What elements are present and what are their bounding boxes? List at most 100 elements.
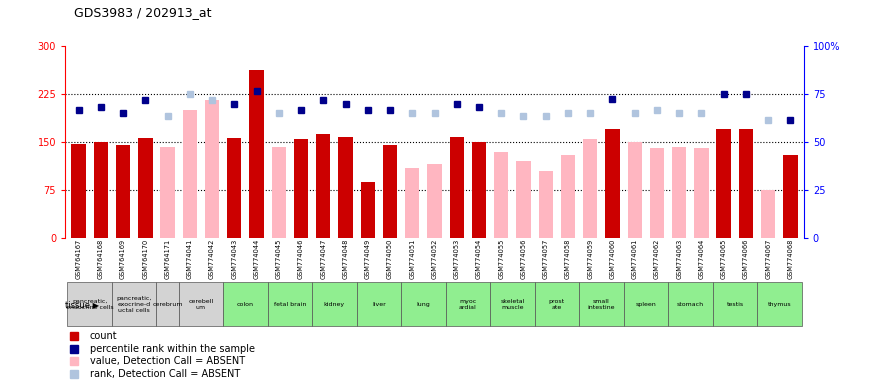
Bar: [783, 155, 798, 238]
Bar: [94, 142, 108, 238]
Bar: [650, 149, 664, 238]
Text: GSM774043: GSM774043: [231, 239, 237, 279]
Text: GSM774065: GSM774065: [720, 239, 726, 279]
FancyBboxPatch shape: [668, 282, 713, 326]
FancyBboxPatch shape: [179, 282, 223, 326]
Text: GSM774054: GSM774054: [476, 239, 482, 279]
Text: GSM774048: GSM774048: [342, 239, 348, 279]
Bar: [338, 137, 353, 238]
FancyBboxPatch shape: [356, 282, 401, 326]
Bar: [672, 147, 687, 238]
Text: GSM774062: GSM774062: [654, 239, 660, 279]
Text: skeletal
muscle: skeletal muscle: [501, 299, 525, 310]
Text: GSM764168: GSM764168: [98, 239, 103, 279]
Bar: [561, 155, 575, 238]
Bar: [428, 164, 441, 238]
FancyBboxPatch shape: [490, 282, 534, 326]
Text: cerebell
um: cerebell um: [189, 299, 214, 310]
Text: GSM774052: GSM774052: [432, 239, 437, 279]
FancyBboxPatch shape: [68, 282, 112, 326]
Text: count: count: [90, 331, 117, 341]
Text: GSM774055: GSM774055: [498, 239, 504, 279]
Text: GSM774063: GSM774063: [676, 239, 682, 279]
Text: thymus: thymus: [767, 302, 791, 307]
Text: GSM774053: GSM774053: [454, 239, 460, 279]
Text: GSM774061: GSM774061: [632, 239, 638, 279]
Text: GSM774060: GSM774060: [609, 239, 615, 279]
FancyBboxPatch shape: [312, 282, 356, 326]
Text: lung: lung: [416, 302, 430, 307]
Text: colon: colon: [237, 302, 254, 307]
Text: percentile rank within the sample: percentile rank within the sample: [90, 344, 255, 354]
Text: fetal brain: fetal brain: [274, 302, 306, 307]
FancyBboxPatch shape: [156, 282, 179, 326]
Bar: [405, 168, 420, 238]
Bar: [449, 137, 464, 238]
Bar: [583, 139, 598, 238]
Bar: [160, 147, 175, 238]
Bar: [739, 129, 753, 238]
Bar: [605, 129, 620, 238]
Text: GSM774046: GSM774046: [298, 239, 304, 279]
Bar: [294, 139, 308, 238]
Bar: [494, 152, 508, 238]
Text: prost
ate: prost ate: [549, 299, 565, 310]
Text: pancreatic,
exocrine-d
uctal cells: pancreatic, exocrine-d uctal cells: [116, 296, 152, 313]
FancyBboxPatch shape: [446, 282, 490, 326]
Bar: [694, 149, 709, 238]
Bar: [717, 129, 731, 238]
Text: GSM764171: GSM764171: [164, 239, 170, 279]
Text: GSM774057: GSM774057: [543, 239, 548, 279]
Text: GSM774066: GSM774066: [743, 239, 749, 279]
Text: value, Detection Call = ABSENT: value, Detection Call = ABSENT: [90, 356, 245, 366]
Bar: [627, 142, 642, 238]
Text: GSM774058: GSM774058: [565, 239, 571, 279]
FancyBboxPatch shape: [579, 282, 624, 326]
Bar: [472, 142, 487, 238]
FancyBboxPatch shape: [112, 282, 156, 326]
FancyBboxPatch shape: [534, 282, 579, 326]
Text: kidney: kidney: [324, 302, 345, 307]
Text: GSM774067: GSM774067: [766, 239, 771, 279]
Bar: [271, 147, 286, 238]
FancyBboxPatch shape: [401, 282, 446, 326]
Text: GSM774050: GSM774050: [387, 239, 393, 279]
FancyBboxPatch shape: [624, 282, 668, 326]
Text: GSM764167: GSM764167: [76, 239, 82, 279]
Text: spleen: spleen: [635, 302, 656, 307]
Text: pancreatic,
endocrine cells: pancreatic, endocrine cells: [66, 299, 114, 310]
Text: GDS3983 / 202913_at: GDS3983 / 202913_at: [74, 6, 211, 19]
FancyBboxPatch shape: [223, 282, 268, 326]
Bar: [116, 145, 130, 238]
Bar: [382, 145, 397, 238]
Text: GSM764170: GSM764170: [143, 239, 149, 279]
Text: testis: testis: [726, 302, 743, 307]
Text: GSM774041: GSM774041: [187, 239, 193, 279]
Text: liver: liver: [372, 302, 386, 307]
Bar: [539, 171, 553, 238]
Text: stomach: stomach: [677, 302, 704, 307]
FancyBboxPatch shape: [713, 282, 757, 326]
Text: GSM774056: GSM774056: [521, 239, 527, 279]
Bar: [761, 190, 775, 238]
Bar: [71, 144, 86, 238]
Text: GSM774042: GSM774042: [209, 239, 215, 279]
Text: GSM774064: GSM774064: [699, 239, 705, 279]
Text: cerebrum: cerebrum: [152, 302, 182, 307]
Text: GSM774049: GSM774049: [365, 239, 371, 279]
Text: GSM774068: GSM774068: [787, 239, 793, 279]
Bar: [205, 101, 219, 238]
Bar: [138, 137, 152, 238]
Bar: [516, 161, 531, 238]
Text: rank, Detection Call = ABSENT: rank, Detection Call = ABSENT: [90, 369, 240, 379]
Text: small
intestine: small intestine: [587, 299, 615, 310]
Text: GSM774059: GSM774059: [587, 239, 594, 279]
Text: tissue ▶: tissue ▶: [65, 300, 100, 309]
Text: myoc
ardial: myoc ardial: [459, 299, 477, 310]
Bar: [227, 137, 242, 238]
Text: GSM764169: GSM764169: [120, 239, 126, 279]
Text: GSM774045: GSM774045: [275, 239, 282, 279]
Text: GSM774047: GSM774047: [321, 239, 326, 279]
Text: GSM774044: GSM774044: [254, 239, 260, 279]
Bar: [249, 70, 264, 238]
